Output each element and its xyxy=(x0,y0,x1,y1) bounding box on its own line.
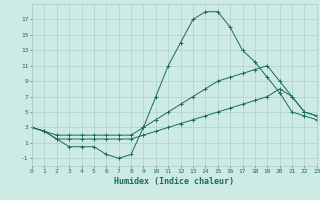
X-axis label: Humidex (Indice chaleur): Humidex (Indice chaleur) xyxy=(115,177,234,186)
